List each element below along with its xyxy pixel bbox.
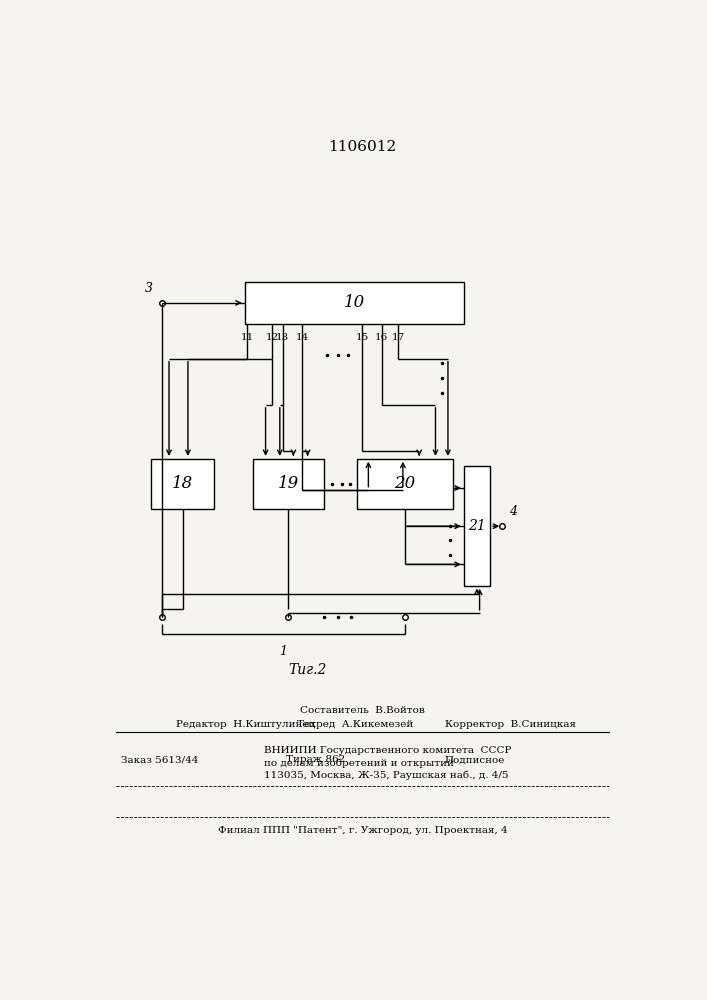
Text: 20: 20 [395, 475, 416, 492]
Text: 16: 16 [375, 333, 388, 342]
Text: 14: 14 [296, 333, 309, 342]
Text: Составитель  В.Войтов: Составитель В.Войтов [300, 706, 425, 715]
FancyBboxPatch shape [357, 459, 452, 509]
Text: по делам изобретений и открытий: по делам изобретений и открытий [264, 758, 454, 768]
Text: 12: 12 [265, 333, 279, 342]
Text: 113035, Москва, Ж-35, Раушская наб., д. 4/5: 113035, Москва, Ж-35, Раушская наб., д. … [264, 771, 508, 780]
Text: Редактор  Н.Киштулинец: Редактор Н.Киштулинец [176, 720, 315, 729]
Text: 3: 3 [145, 282, 153, 295]
Text: 11: 11 [240, 333, 254, 342]
Text: 4: 4 [508, 505, 517, 518]
Text: Техред  А.Кикемезей: Техред А.Кикемезей [297, 720, 413, 729]
Text: 1106012: 1106012 [328, 140, 397, 154]
Text: ВНИИПИ Государственного комитета  СССР: ВНИИПИ Государственного комитета СССР [264, 746, 511, 755]
Text: Заказ 5613/44: Заказ 5613/44 [122, 755, 199, 764]
Text: Филиал ППП "Патент", г. Ужгород, ул. Проектная, 4: Филиал ППП "Патент", г. Ужгород, ул. Про… [218, 826, 507, 835]
FancyBboxPatch shape [151, 459, 214, 509]
Text: 10: 10 [344, 294, 365, 311]
Text: Подписное: Подписное [445, 755, 505, 764]
Text: 15: 15 [356, 333, 369, 342]
Text: 1: 1 [279, 645, 288, 658]
Text: 17: 17 [392, 333, 404, 342]
Text: 18: 18 [173, 475, 194, 492]
Text: Τиг.2: Τиг.2 [288, 663, 327, 677]
Text: Тираж 862: Тираж 862 [286, 755, 345, 764]
FancyBboxPatch shape [245, 282, 464, 324]
FancyBboxPatch shape [464, 466, 490, 586]
FancyBboxPatch shape [253, 459, 324, 509]
Text: 19: 19 [278, 475, 299, 492]
Text: 21: 21 [468, 519, 486, 533]
Text: 13: 13 [276, 333, 289, 342]
Text: Корректор  В.Синицкая: Корректор В.Синицкая [445, 720, 575, 729]
